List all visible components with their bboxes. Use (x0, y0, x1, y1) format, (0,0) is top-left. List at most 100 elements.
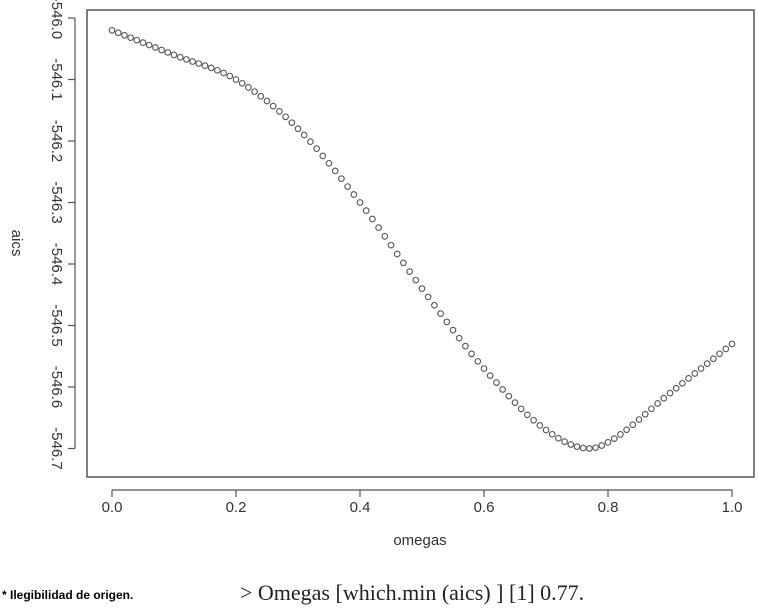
data-point (524, 411, 531, 419)
data-point (369, 215, 376, 223)
data-point (183, 56, 190, 63)
data-point (214, 66, 221, 74)
data-point (573, 443, 581, 450)
data-point (313, 145, 320, 152)
y-axis-title: aics (8, 230, 25, 257)
data-point (617, 431, 624, 438)
data-point (288, 119, 296, 127)
data-point (443, 318, 451, 326)
y-axis: -546.0 -546.1 -546.2 -546.3 -546.4 -546.5 -546… (48, 0, 76, 470)
x-tick-label: 0.6 (474, 499, 495, 516)
y-tick-label: -546.0 (48, 0, 65, 39)
data-point (276, 108, 283, 115)
data-point (493, 379, 500, 386)
x-axis-title: omegas (393, 532, 446, 549)
data-point (195, 60, 203, 67)
y-tick-label: -546.2 (48, 120, 65, 163)
data-point (679, 379, 686, 387)
data-point (462, 342, 469, 350)
data-point (629, 421, 637, 429)
data-point (486, 372, 494, 379)
data-point (307, 138, 314, 146)
data-point (362, 207, 370, 214)
data-point (251, 88, 258, 96)
data-point (176, 53, 184, 61)
data-point (152, 44, 159, 51)
data-point (114, 29, 122, 37)
data-point (449, 326, 457, 334)
data-point (245, 84, 252, 91)
data-point (207, 64, 215, 72)
data-point (654, 400, 661, 407)
data-point (226, 72, 234, 80)
data-point (431, 301, 438, 309)
data-point (412, 276, 420, 284)
data-point (133, 36, 141, 44)
data-point (536, 422, 544, 429)
data-point (511, 399, 519, 407)
data-point (108, 26, 116, 34)
y-tick-label: -546.1 (48, 58, 65, 101)
data-point (468, 350, 475, 358)
plot-frame (86, 9, 755, 478)
data-point (375, 224, 382, 231)
data-point (567, 441, 575, 448)
data-point (338, 175, 345, 183)
data-point (722, 345, 730, 353)
data-point (474, 357, 482, 365)
data-point (201, 62, 209, 70)
data-point (127, 34, 134, 42)
data-point (455, 334, 463, 342)
data-point (648, 405, 655, 413)
data-point (437, 310, 444, 317)
data-point (710, 355, 717, 363)
data-point (635, 416, 643, 423)
data-point (604, 439, 612, 446)
data-point (666, 389, 674, 397)
data-point (170, 51, 178, 59)
data-point (480, 365, 488, 372)
data-point (586, 445, 593, 452)
x-tick-label: 0.8 (598, 499, 619, 516)
data-point (505, 392, 513, 400)
data-point (672, 384, 680, 392)
data-point (331, 167, 339, 175)
data-point (548, 430, 556, 438)
data-point (641, 410, 649, 418)
data-point (499, 386, 506, 393)
x-tick-label: 0.4 (350, 499, 371, 516)
x-tick-label: 1.0 (722, 499, 743, 516)
data-point (232, 76, 240, 83)
data-point (356, 199, 364, 206)
data-point (561, 438, 568, 445)
y-tick-label: -546.4 (48, 243, 65, 286)
data-point (387, 241, 395, 249)
x-axis: 0.0 0.2 0.4 0.6 0.8 1.0 (102, 489, 743, 516)
data-point (189, 58, 196, 65)
data-point (400, 259, 407, 267)
data-point (300, 131, 308, 139)
data-point (282, 113, 289, 121)
data-point (728, 340, 736, 348)
chart: 0.0 0.2 0.4 0.6 0.8 1.0 -546.0-546.1-546.2-54… (8, 0, 755, 549)
data-point (660, 394, 668, 402)
data-point (424, 293, 432, 301)
data-point (319, 152, 327, 160)
data-point (542, 426, 550, 434)
data-point (263, 97, 271, 105)
data-points (108, 26, 736, 452)
data-point (139, 39, 147, 46)
y-tick-label: -546.3 (48, 181, 65, 224)
data-point (555, 434, 562, 442)
data-point (703, 360, 711, 367)
data-point (381, 233, 389, 240)
data-point (716, 350, 723, 358)
data-point (393, 250, 401, 258)
data-point (418, 285, 426, 292)
data-point (220, 69, 227, 77)
source-note: * Ilegibilidad de origen. (2, 588, 134, 602)
data-point (164, 49, 172, 56)
data-point (121, 31, 128, 39)
data-point (350, 191, 358, 198)
data-point (325, 159, 333, 167)
